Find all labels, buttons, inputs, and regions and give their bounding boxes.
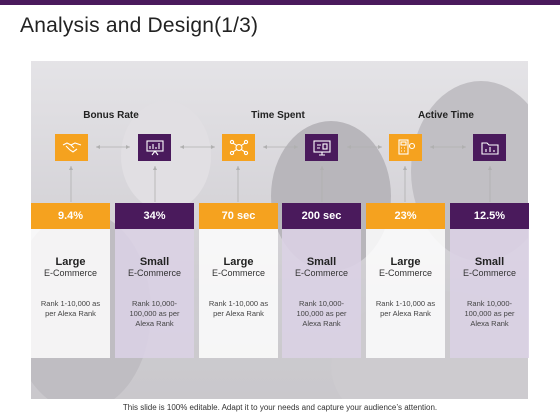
footer-note: This slide is 100% editable. Adapt it to…	[122, 403, 438, 412]
metric-value: 9.4%	[31, 203, 110, 229]
metric-category: E-Commerce	[294, 268, 348, 278]
chart-presentation-icon	[138, 134, 171, 161]
metric-rank: Rank 10,000-100,000 as per Alexa Rank	[464, 299, 515, 328]
metric-category: E-Commerce	[378, 268, 432, 278]
network-icon	[222, 134, 255, 161]
metric-size: Small	[474, 256, 505, 268]
metric-size: Small	[139, 256, 170, 268]
metric-column: 9.4% Large E-Commerce Rank 1-10,000 as p…	[31, 203, 110, 358]
metric-size: Large	[55, 256, 86, 268]
metric-rank: Rank 10,000-100,000 as per Alexa Rank	[129, 299, 180, 328]
metric-size: Small	[306, 256, 337, 268]
group-label-active-time: Active Time	[418, 110, 474, 121]
metric-category: E-Commerce	[43, 268, 97, 278]
metric-size: Large	[223, 256, 254, 268]
metric-value: 12.5%	[450, 203, 529, 229]
metric-value: 200 sec	[282, 203, 361, 229]
metric-column: 70 sec Large E-Commerce Rank 1-10,000 as…	[199, 203, 278, 358]
top-accent-bar	[0, 0, 560, 5]
metric-category: E-Commerce	[462, 268, 516, 278]
metric-column: 12.5% Small E-Commerce Rank 10,000-100,0…	[450, 203, 529, 358]
metric-value: 34%	[115, 203, 194, 229]
metric-value: 70 sec	[199, 203, 278, 229]
metric-category: E-Commerce	[211, 268, 265, 278]
metric-rank: Rank 1-10,000 as per Alexa Rank	[208, 299, 269, 318]
slide-title: Analysis and Design(1/3)	[20, 14, 259, 37]
metric-column: 200 sec Small E-Commerce Rank 10,000-100…	[282, 203, 361, 358]
metric-value: 23%	[366, 203, 445, 229]
group-label-bonus-rate: Bonus Rate	[83, 110, 139, 121]
metric-rank: Rank 1-10,000 as per Alexa Rank	[375, 299, 436, 318]
metric-size: Large	[390, 256, 421, 268]
metric-category: E-Commerce	[127, 268, 181, 278]
calculator-icon	[389, 134, 422, 161]
handshake-icon	[55, 134, 88, 161]
group-label-time-spent: Time Spent	[251, 110, 305, 121]
dashboard-icon	[305, 134, 338, 161]
folder-chart-icon	[473, 134, 506, 161]
metric-column: 34% Small E-Commerce Rank 10,000-100,000…	[115, 203, 194, 358]
metric-rank: Rank 10,000-100,000 as per Alexa Rank	[296, 299, 347, 328]
metric-rank: Rank 1-10,000 as per Alexa Rank	[40, 299, 101, 318]
metric-column: 23% Large E-Commerce Rank 1-10,000 as pe…	[366, 203, 445, 358]
